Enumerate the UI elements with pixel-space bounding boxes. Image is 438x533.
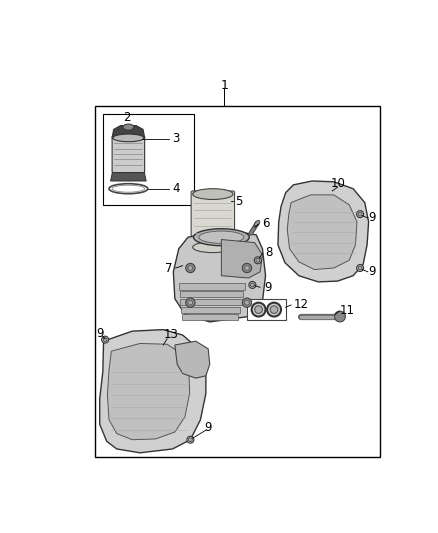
Circle shape (242, 298, 251, 308)
Text: 10: 10 (330, 177, 345, 190)
Bar (103, 114, 194, 205)
Circle shape (256, 259, 260, 262)
Ellipse shape (199, 231, 244, 244)
Polygon shape (112, 126, 145, 138)
Bar (179, 284, 245, 289)
Polygon shape (175, 341, 210, 378)
Circle shape (102, 336, 109, 343)
Bar (180, 299, 241, 305)
Text: 7: 7 (165, 262, 173, 274)
Ellipse shape (113, 134, 144, 142)
Text: 12: 12 (293, 298, 308, 311)
Circle shape (188, 265, 193, 270)
Bar (181, 306, 240, 313)
Ellipse shape (270, 306, 278, 313)
Text: 9: 9 (96, 327, 103, 340)
Polygon shape (110, 170, 146, 181)
Text: 11: 11 (340, 304, 355, 317)
Ellipse shape (267, 303, 281, 317)
Bar (95, 106, 380, 457)
Circle shape (357, 264, 364, 271)
Text: 9: 9 (205, 421, 212, 434)
Polygon shape (221, 239, 262, 278)
Circle shape (245, 301, 249, 305)
Bar (180, 291, 243, 297)
Ellipse shape (254, 221, 260, 227)
Text: 9: 9 (264, 281, 272, 294)
FancyBboxPatch shape (191, 191, 235, 249)
Circle shape (188, 438, 192, 442)
Circle shape (103, 338, 107, 342)
Polygon shape (173, 230, 265, 322)
Circle shape (358, 212, 362, 216)
Bar (182, 314, 238, 320)
Text: 2: 2 (123, 110, 131, 124)
Bar (247, 299, 286, 320)
Circle shape (249, 281, 256, 288)
Ellipse shape (193, 189, 233, 199)
Circle shape (245, 265, 249, 270)
Text: 6: 6 (261, 217, 269, 230)
Polygon shape (287, 195, 357, 270)
Circle shape (251, 283, 254, 287)
Circle shape (186, 263, 195, 273)
Ellipse shape (251, 303, 265, 317)
Ellipse shape (194, 229, 249, 246)
Polygon shape (278, 181, 369, 282)
Circle shape (186, 298, 195, 308)
Circle shape (358, 266, 362, 270)
Circle shape (357, 211, 364, 217)
Circle shape (242, 263, 251, 273)
Text: 4: 4 (173, 182, 180, 195)
FancyBboxPatch shape (112, 136, 145, 173)
Circle shape (254, 257, 261, 264)
Text: 1: 1 (221, 79, 228, 92)
Polygon shape (107, 343, 190, 440)
Ellipse shape (255, 306, 262, 313)
Text: 13: 13 (163, 328, 178, 342)
Circle shape (188, 301, 193, 305)
Polygon shape (100, 329, 206, 453)
Text: 8: 8 (265, 246, 273, 259)
Circle shape (187, 436, 194, 443)
Ellipse shape (193, 242, 233, 253)
Text: 9: 9 (369, 265, 376, 278)
Text: 9: 9 (369, 212, 376, 224)
Ellipse shape (123, 124, 134, 130)
Circle shape (335, 311, 346, 322)
Text: 3: 3 (173, 132, 180, 145)
Text: 5: 5 (235, 195, 243, 207)
